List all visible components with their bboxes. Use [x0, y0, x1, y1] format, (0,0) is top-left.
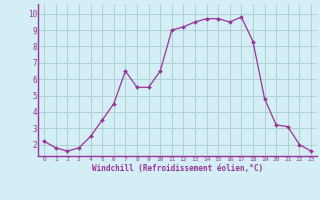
X-axis label: Windchill (Refroidissement éolien,°C): Windchill (Refroidissement éolien,°C)	[92, 164, 263, 173]
